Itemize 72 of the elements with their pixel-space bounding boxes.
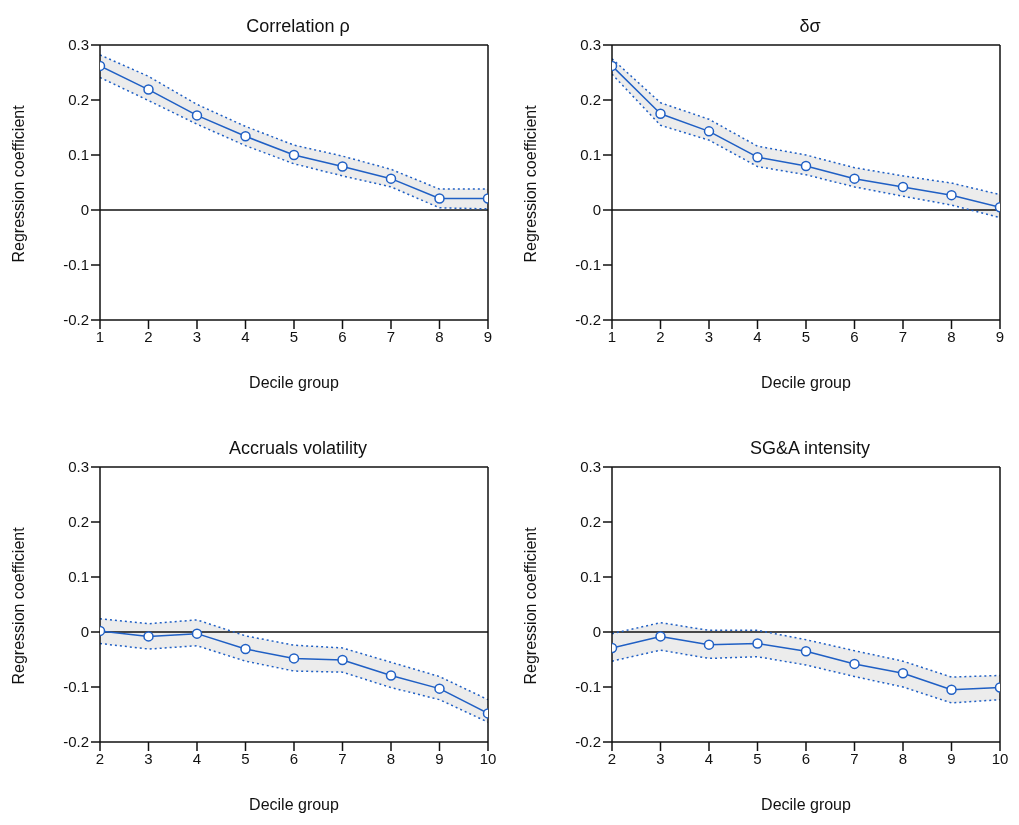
x-tick-label: 5 <box>801 327 811 345</box>
x-tick-label: 2 <box>656 327 665 345</box>
x-tick-label: 8 <box>386 749 396 767</box>
x-tick-label: 4 <box>192 749 202 767</box>
x-tick-label: 7 <box>338 749 347 767</box>
x-tick-label: 5 <box>289 327 299 345</box>
x-tick-label: 3 <box>656 749 665 767</box>
x-tick-label: 3 <box>192 327 202 345</box>
x-tick-label: 5 <box>241 749 250 767</box>
y-tick-label: -0.2 <box>575 733 601 751</box>
y-tick-label: 0.3 <box>580 458 601 476</box>
y-tick-label: -0.2 <box>63 733 89 751</box>
y-tick-label: -0.2 <box>575 311 601 329</box>
x-tick-label: 9 <box>995 327 1005 345</box>
y-tick-label: 0 <box>592 623 601 641</box>
x-axis-title: Decile group <box>249 796 340 813</box>
x-axis-title: Decile group <box>761 796 852 813</box>
x-tick-label: 6 <box>801 749 811 767</box>
x-tick-label: 2 <box>95 749 105 767</box>
x-tick-label: 1 <box>607 327 617 345</box>
y-tick-label: 0 <box>80 623 89 641</box>
y-tick-label: 0.3 <box>580 36 601 54</box>
x-tick-label: 2 <box>607 749 617 767</box>
y-axis-title: Regression coefficient <box>9 526 27 685</box>
x-tick-label: 8 <box>947 327 956 345</box>
x-tick-label: 10 <box>479 749 497 767</box>
y-axis-title: Regression coefficient <box>521 104 539 263</box>
x-tick-label: 3 <box>144 749 153 767</box>
chart-title: Correlation ρ <box>245 16 351 37</box>
x-tick-label: 6 <box>289 749 299 767</box>
y-tick-label: 0.1 <box>68 146 89 164</box>
x-tick-label: 8 <box>435 327 444 345</box>
x-tick-label: 4 <box>704 749 714 767</box>
x-tick-label: 1 <box>95 327 105 345</box>
x-axis-title: Decile group <box>761 374 852 391</box>
y-tick-label: -0.1 <box>63 256 89 274</box>
y-tick-label: 0.2 <box>68 91 89 109</box>
y-axis-title: Regression coefficient <box>9 104 27 263</box>
x-tick-label: 7 <box>386 327 396 345</box>
x-tick-label: 9 <box>947 749 956 767</box>
x-tick-label: 7 <box>850 749 859 767</box>
y-tick-label: 0.3 <box>68 36 89 54</box>
y-tick-label: 0.3 <box>68 458 89 476</box>
chart-title: Accruals volatility <box>227 438 368 459</box>
y-tick-label: -0.1 <box>63 678 89 696</box>
y-axis-title: Regression coefficient <box>521 526 539 685</box>
y-tick-label: 0 <box>592 201 601 219</box>
y-tick-label: 0.1 <box>580 146 601 164</box>
y-tick-label: 0.2 <box>580 91 601 109</box>
x-tick-label: 6 <box>338 327 347 345</box>
x-tick-label: 6 <box>850 327 859 345</box>
chart-title: δσ <box>798 16 822 37</box>
x-tick-label: 7 <box>898 327 908 345</box>
x-axis-title: Decile group <box>249 374 340 391</box>
x-tick-label: 5 <box>753 749 762 767</box>
y-tick-label: 0.2 <box>68 513 89 531</box>
x-tick-label: 2 <box>144 327 153 345</box>
y-tick-label: -0.2 <box>63 311 89 329</box>
chart-title: SG&A intensity <box>748 438 872 459</box>
y-tick-label: 0.1 <box>580 568 601 586</box>
x-tick-label: 8 <box>898 749 908 767</box>
x-tick-label: 9 <box>483 327 493 345</box>
y-tick-label: 0.2 <box>580 513 601 531</box>
y-tick-label: 0.1 <box>68 568 89 586</box>
x-tick-label: 3 <box>704 327 714 345</box>
x-tick-label: 9 <box>435 749 444 767</box>
y-tick-label: -0.1 <box>575 256 601 274</box>
x-tick-label: 10 <box>991 749 1009 767</box>
x-tick-label: 4 <box>241 327 250 345</box>
y-tick-label: 0 <box>80 201 89 219</box>
y-tick-label: -0.1 <box>575 678 601 696</box>
x-tick-label: 4 <box>753 327 762 345</box>
